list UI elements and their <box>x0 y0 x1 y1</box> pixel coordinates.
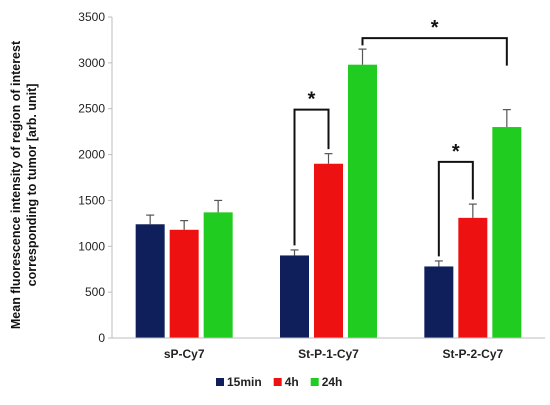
significance-star: * <box>452 141 460 163</box>
y-axis: 0 500 1000 1500 2000 2500 3000 3500 <box>78 10 113 345</box>
y-tick-label: 3500 <box>78 10 105 24</box>
y-tick-label: 2500 <box>78 102 105 116</box>
significance-star: * <box>308 89 316 111</box>
x-category-label: St-P-2-Cy7 <box>442 347 503 361</box>
y-tick-label: 1500 <box>78 193 105 207</box>
y-axis-label-line-1: Mean fluorescence intensity of region of… <box>9 40 23 329</box>
legend-label: 4h <box>285 375 299 389</box>
significance-markers: * * * <box>293 17 508 257</box>
y-tick-label: 2000 <box>78 148 105 162</box>
y-tick-label: 0 <box>98 331 105 345</box>
legend-swatch <box>216 378 224 386</box>
x-axis: sP-Cy7 St-P-1-Cy7 St-P-2-Cy7 <box>112 337 545 361</box>
significance-bracket <box>361 37 508 66</box>
bar <box>348 64 377 338</box>
bar <box>314 163 343 338</box>
bar <box>280 255 309 338</box>
significance-bracket <box>293 108 330 246</box>
y-axis-label-line-2: corresponding to tumor [arb. unit] <box>25 84 39 287</box>
x-category-label: sP-Cy7 <box>164 347 205 361</box>
legend-label: 15min <box>227 375 262 389</box>
bar <box>169 229 199 338</box>
bar <box>424 266 454 338</box>
bar <box>135 224 165 338</box>
legend-swatch <box>273 378 282 386</box>
y-tick-label: 3000 <box>78 56 105 70</box>
bar <box>492 127 522 338</box>
y-axis-label: Mean fluorescence intensity of region of… <box>9 40 39 329</box>
bars <box>135 48 522 338</box>
legend-swatch <box>310 378 319 386</box>
significance-star: * <box>431 17 439 39</box>
significance-bracket <box>437 160 474 257</box>
y-tick-label: 500 <box>85 285 105 299</box>
bar <box>203 212 233 338</box>
y-tick-label: 1000 <box>78 239 105 253</box>
legend: 15min 4h 24h <box>216 375 342 389</box>
legend-label: 24h <box>322 375 343 389</box>
x-category-label: St-P-1-Cy7 <box>298 347 359 361</box>
bar <box>458 217 488 338</box>
